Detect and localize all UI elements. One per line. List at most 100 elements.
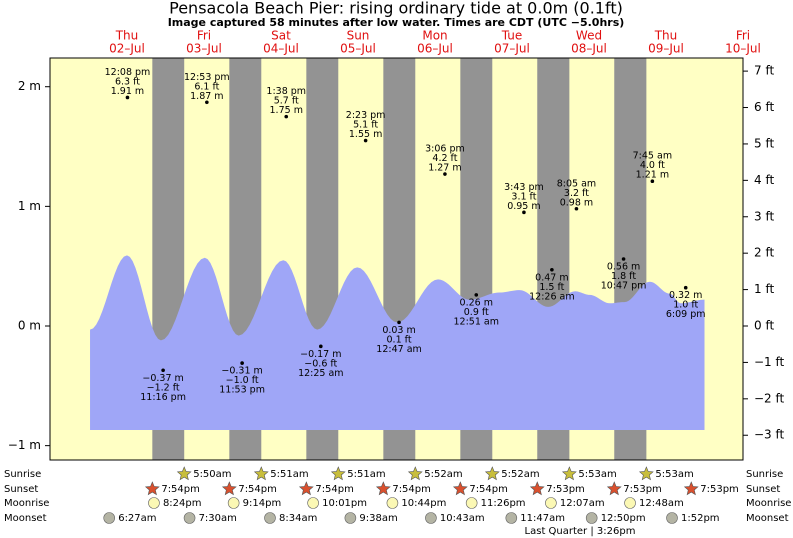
- sunset-icon: [375, 481, 391, 496]
- moonrise-time: 9:14pm: [243, 498, 282, 509]
- extreme-label: 0.95 m: [507, 201, 540, 212]
- extreme-point: [683, 285, 688, 290]
- sunrise-time: 5:51am: [347, 469, 385, 480]
- extreme-label: 5.1 ft: [353, 120, 378, 131]
- moonset-time: 11:47am: [520, 513, 565, 524]
- y-tick-label: −1 m: [8, 438, 41, 452]
- extreme-point: [284, 114, 289, 119]
- extreme-label: 3.2 ft: [564, 188, 589, 199]
- moonrise-icon: [545, 497, 557, 509]
- row-label: Moonrise: [4, 498, 49, 509]
- y-tick-label: 2 m: [18, 79, 41, 93]
- moonrise-time: 10:01pm: [322, 498, 367, 509]
- extreme-label: 12:47 am: [376, 344, 421, 355]
- row-label: Moonset: [746, 513, 789, 524]
- row-label: Sunset: [4, 484, 38, 495]
- moonrise-icon: [307, 497, 319, 509]
- x-tick-day: Sun: [347, 29, 370, 43]
- moonrise-time: 10:44pm: [401, 498, 446, 509]
- extreme-label: −1.2 ft: [147, 382, 180, 393]
- sunrise-icon: [407, 466, 423, 481]
- moonrise-time: 11:26pm: [481, 498, 526, 509]
- extreme-point: [550, 267, 554, 272]
- x-tick-day: Fri: [736, 29, 750, 43]
- moonrise-icon: [624, 497, 636, 509]
- extreme-label: 6.1 ft: [194, 81, 219, 92]
- extreme-point: [161, 368, 165, 373]
- moonset-icon: [425, 512, 437, 524]
- extreme-label: −0.6 ft: [304, 358, 337, 369]
- extreme-label: 0.9 ft: [464, 307, 489, 318]
- y2-tick-label: 1 ft: [754, 282, 774, 296]
- sunset-time: 7:53pm: [623, 484, 662, 495]
- moonset-icon: [666, 512, 678, 524]
- x-tick-day: Thu: [115, 29, 139, 43]
- x-tick-day: Fri: [197, 29, 211, 43]
- sunrise-icon: [253, 466, 269, 481]
- row-label: Sunrise: [4, 469, 41, 480]
- y2-tick-label: 4 ft: [754, 173, 774, 187]
- extreme-point: [574, 206, 579, 211]
- extreme-label: 2:23 pm: [346, 110, 386, 121]
- sunrise-icon: [561, 466, 577, 481]
- extreme-point: [240, 361, 244, 365]
- extreme-label: 0.26 m: [460, 297, 493, 308]
- moonset-icon: [585, 512, 598, 524]
- sunrise-time: 5:52am: [424, 469, 462, 480]
- extreme-label: 3.1 ft: [511, 191, 536, 202]
- extreme-point: [125, 95, 130, 100]
- extreme-label: 12:53 pm: [184, 72, 230, 83]
- moonset-time: 6:27am: [118, 513, 156, 524]
- extreme-label: 1.5 ft: [539, 282, 564, 293]
- sunset-icon: [529, 481, 545, 496]
- moonset-time: 12:50pm: [601, 513, 646, 524]
- moon-phase: Last Quarter | 3:26pm: [525, 526, 636, 537]
- extreme-label: 1.8 ft: [611, 271, 636, 282]
- extreme-label: −0.31 m: [221, 366, 262, 377]
- x-tick-day: Thu: [654, 29, 678, 43]
- extreme-point: [474, 293, 479, 297]
- extreme-point: [522, 210, 526, 215]
- sunset-time: 7:53pm: [700, 484, 739, 495]
- y-tick-label: 1 m: [18, 199, 41, 213]
- moonset-icon: [183, 512, 196, 524]
- moonset-icon: [103, 512, 116, 524]
- extreme-label: 12:26 am: [529, 291, 574, 302]
- chart-subtitle: Image captured 58 minutes after low wate…: [168, 16, 625, 29]
- x-tick-day: Tue: [501, 29, 523, 43]
- y2-tick-label: −2 ft: [754, 391, 785, 405]
- x-tick-date: 10–Jul: [725, 42, 761, 56]
- extreme-label: −0.17 m: [300, 349, 341, 360]
- y2-tick-label: −1 ft: [754, 355, 785, 369]
- extreme-label: 1.91 m: [111, 86, 144, 97]
- sunset-icon: [452, 481, 468, 496]
- extreme-label: 1.27 m: [428, 163, 461, 174]
- extreme-label: 0.47 m: [535, 272, 568, 283]
- y2-tick-label: −3 ft: [754, 428, 785, 442]
- moonset-time: 10:43am: [440, 513, 485, 524]
- x-tick-day: Wed: [576, 29, 602, 43]
- extreme-label: −1.0 ft: [226, 375, 259, 386]
- extreme-label: 11:16 pm: [140, 392, 186, 403]
- moonset-icon: [344, 512, 357, 524]
- extreme-point: [650, 179, 655, 184]
- x-tick-date: 04–Jul: [263, 42, 299, 56]
- sunrise-time: 5:52am: [501, 469, 539, 480]
- extreme-point: [397, 320, 401, 325]
- extreme-label: 1.87 m: [190, 91, 223, 102]
- y2-tick-label: 0 ft: [754, 319, 774, 333]
- y2-tick-label: 2 ft: [754, 246, 774, 260]
- sunset-time: 7:54pm: [238, 484, 277, 495]
- sunset-time: 7:54pm: [392, 484, 431, 495]
- moonset-time: 1:52pm: [681, 513, 720, 524]
- sunset-time: 7:53pm: [546, 484, 585, 495]
- plot-frame: [49, 57, 744, 461]
- x-tick-date: 02–Jul: [109, 42, 145, 56]
- x-tick-date: 09–Jul: [648, 42, 684, 56]
- extreme-point: [621, 257, 626, 261]
- sunrise-time: 5:53am: [655, 469, 693, 480]
- extreme-label: 1:38 pm: [266, 86, 306, 97]
- sunrise-icon: [638, 466, 654, 481]
- moonrise-icon: [227, 497, 240, 509]
